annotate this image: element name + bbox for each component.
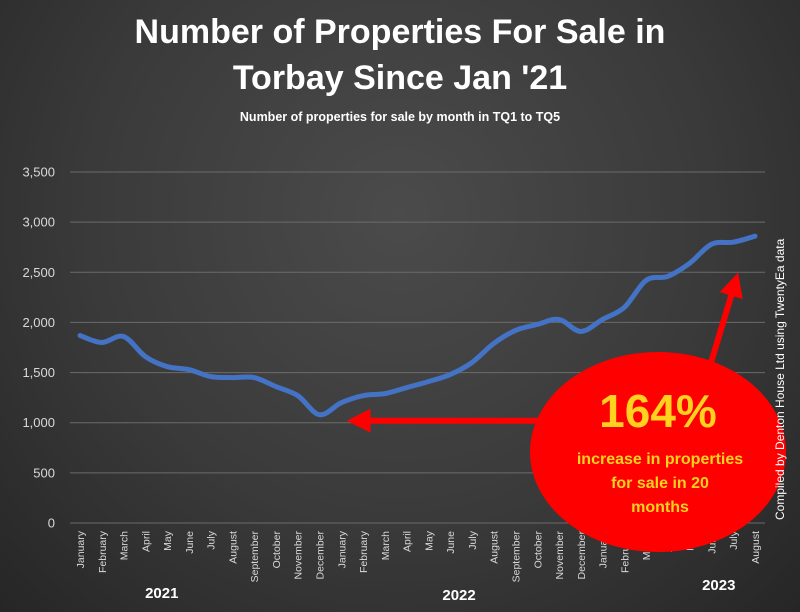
arrow-to-high	[707, 272, 743, 367]
y-tick-label: 3,000	[22, 215, 55, 230]
x-tick-label: September	[249, 531, 261, 583]
y-tick-label: 500	[33, 465, 55, 480]
x-tick-label: November	[293, 530, 305, 579]
y-tick-label: 1,000	[22, 415, 55, 430]
series-line-layer	[77, 233, 758, 418]
x-tick-label: January	[336, 530, 348, 568]
x-tick-label: March	[119, 531, 131, 560]
x-tick-label: November	[554, 530, 566, 579]
x-tick-label: July	[728, 530, 740, 549]
y-tick-label: 2,000	[22, 315, 55, 330]
x-tick-label: May	[162, 530, 174, 551]
annotation: 164% increase in properties for sale in 20…	[346, 272, 786, 552]
x-tick-label: July	[206, 530, 218, 549]
x-tick-label: October	[532, 531, 544, 569]
y-tick-label: 2,500	[22, 265, 55, 280]
x-tick-label: October	[271, 531, 283, 569]
annotation-text-line: months	[631, 499, 689, 516]
credit-text: Compiled by Denton House Ltd using Twent…	[773, 238, 787, 520]
y-tick-label: 3,500	[22, 165, 55, 180]
year-labels: 2021 2022 2023	[145, 577, 735, 604]
year-label: 2021	[145, 585, 178, 602]
x-tick-label: June	[184, 531, 196, 554]
x-tick-label: April	[402, 531, 414, 552]
chart-title-line-1: Number of Properties For Sale in	[134, 13, 666, 51]
year-label: 2022	[442, 587, 475, 604]
x-tick-label: September	[510, 531, 522, 583]
y-tick-label: 1,500	[22, 365, 55, 380]
x-tick-label: January	[75, 530, 87, 568]
x-tick-label: December	[576, 530, 588, 579]
x-tick-label: December	[315, 530, 327, 579]
x-tick-label: June	[445, 531, 457, 554]
x-tick-label: March	[380, 531, 392, 560]
x-tick-label: August	[227, 531, 239, 564]
x-tick-label: July	[467, 530, 479, 549]
chart-title-line-2: Torbay Since Jan '21	[232, 59, 568, 97]
year-label: 2023	[702, 577, 735, 594]
series-line	[77, 233, 758, 418]
annotation-percent: 164%	[599, 385, 717, 437]
x-tick-label: May	[423, 530, 435, 551]
x-tick-label: April	[140, 531, 152, 552]
y-axis-ticks: 0 500 1,000 1,500 2,000 2,500 3,000 3,500	[22, 165, 55, 531]
x-tick-label: August	[489, 531, 501, 564]
annotation-text-line: for sale in 20	[611, 475, 709, 492]
annotation-bubble	[530, 352, 786, 552]
annotation-text-line: increase in properties	[577, 451, 743, 468]
chart-subtitle: Number of properties for sale by month i…	[239, 110, 561, 124]
x-tick-label: August	[750, 531, 762, 564]
x-tick-label: February	[358, 530, 370, 573]
x-tick-label: February	[97, 530, 109, 573]
x-axis-ticks: January February March April May June July Augu…	[75, 530, 762, 582]
y-tick-label: 0	[48, 516, 55, 531]
